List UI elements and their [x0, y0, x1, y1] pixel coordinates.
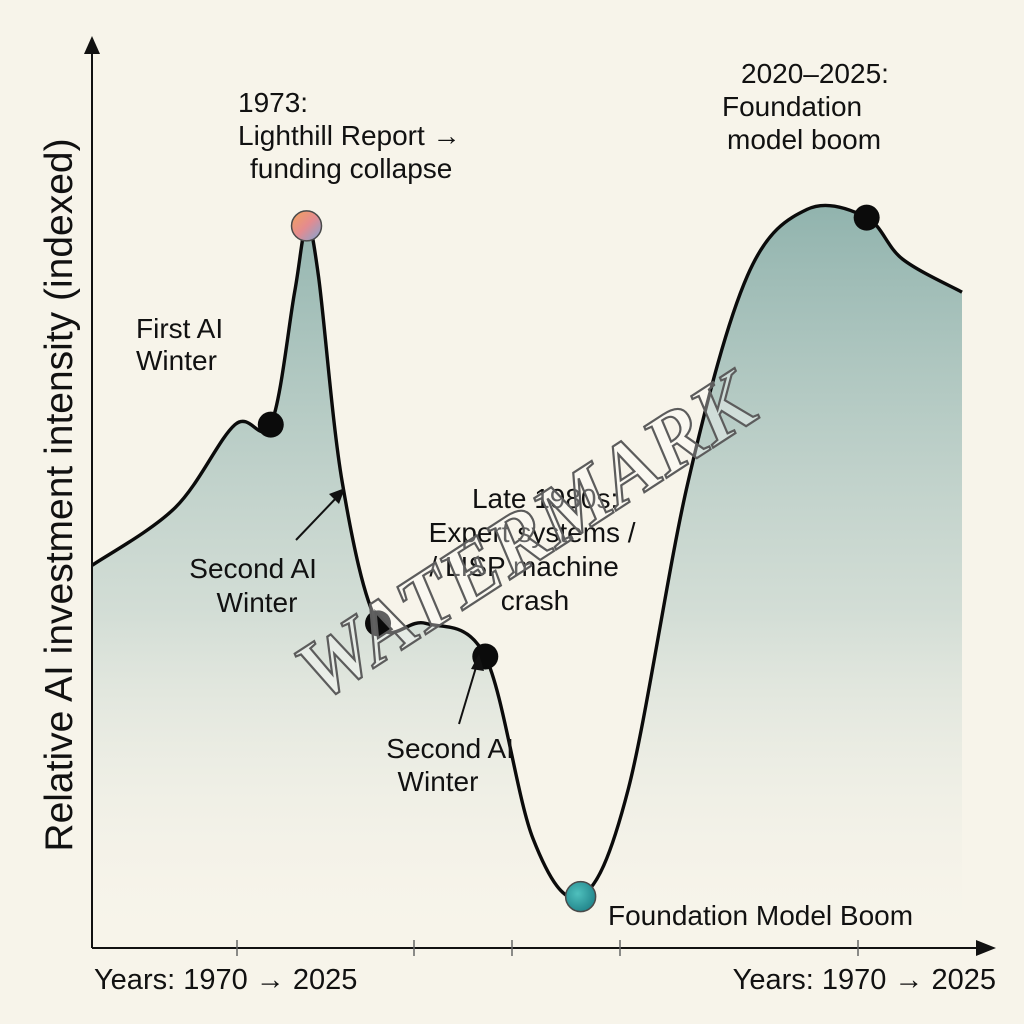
annotation-second-winter-b: Second AI Winter — [386, 733, 521, 797]
annotation-lighthill: 1973: Lighthill Report → funding collaps… — [238, 87, 468, 184]
arrowhead-second-winter-a — [329, 488, 345, 504]
annotation-late-1980s: Late 1980s: Expert systems / / LISP mach… — [429, 483, 644, 616]
x-axis-label-right: Years: 1970 → 2025 — [733, 964, 996, 996]
area-fill — [92, 205, 962, 948]
arrow-second-winter-a — [295, 495, 339, 541]
y-axis-arrow — [84, 36, 100, 54]
data-point-5 — [853, 204, 880, 231]
annotation-foundation-bottom: Foundation Model Boom — [608, 900, 913, 931]
investment-curve — [91, 203, 963, 900]
arrowhead-second-winter-b — [471, 654, 484, 671]
annotation-second-winter-a: Second AI Winter — [189, 553, 324, 618]
data-point-4 — [564, 880, 597, 913]
x-axis-ticks — [236, 940, 859, 956]
data-point-2 — [365, 610, 392, 637]
x-axis-label-left: Years: 1970 → 2025 — [94, 964, 357, 996]
x-axis-arrow — [976, 940, 996, 956]
annotation-foundation-top: 2020–2025: Foundation model boom — [722, 58, 897, 155]
data-point-0 — [257, 411, 284, 438]
data-point-1 — [290, 210, 323, 242]
annotation-first-winter: First AI Winter — [136, 313, 231, 376]
arrow-second-winter-b — [458, 663, 478, 725]
y-axis-label: Relative AI investment intensity (indexe… — [38, 138, 81, 851]
